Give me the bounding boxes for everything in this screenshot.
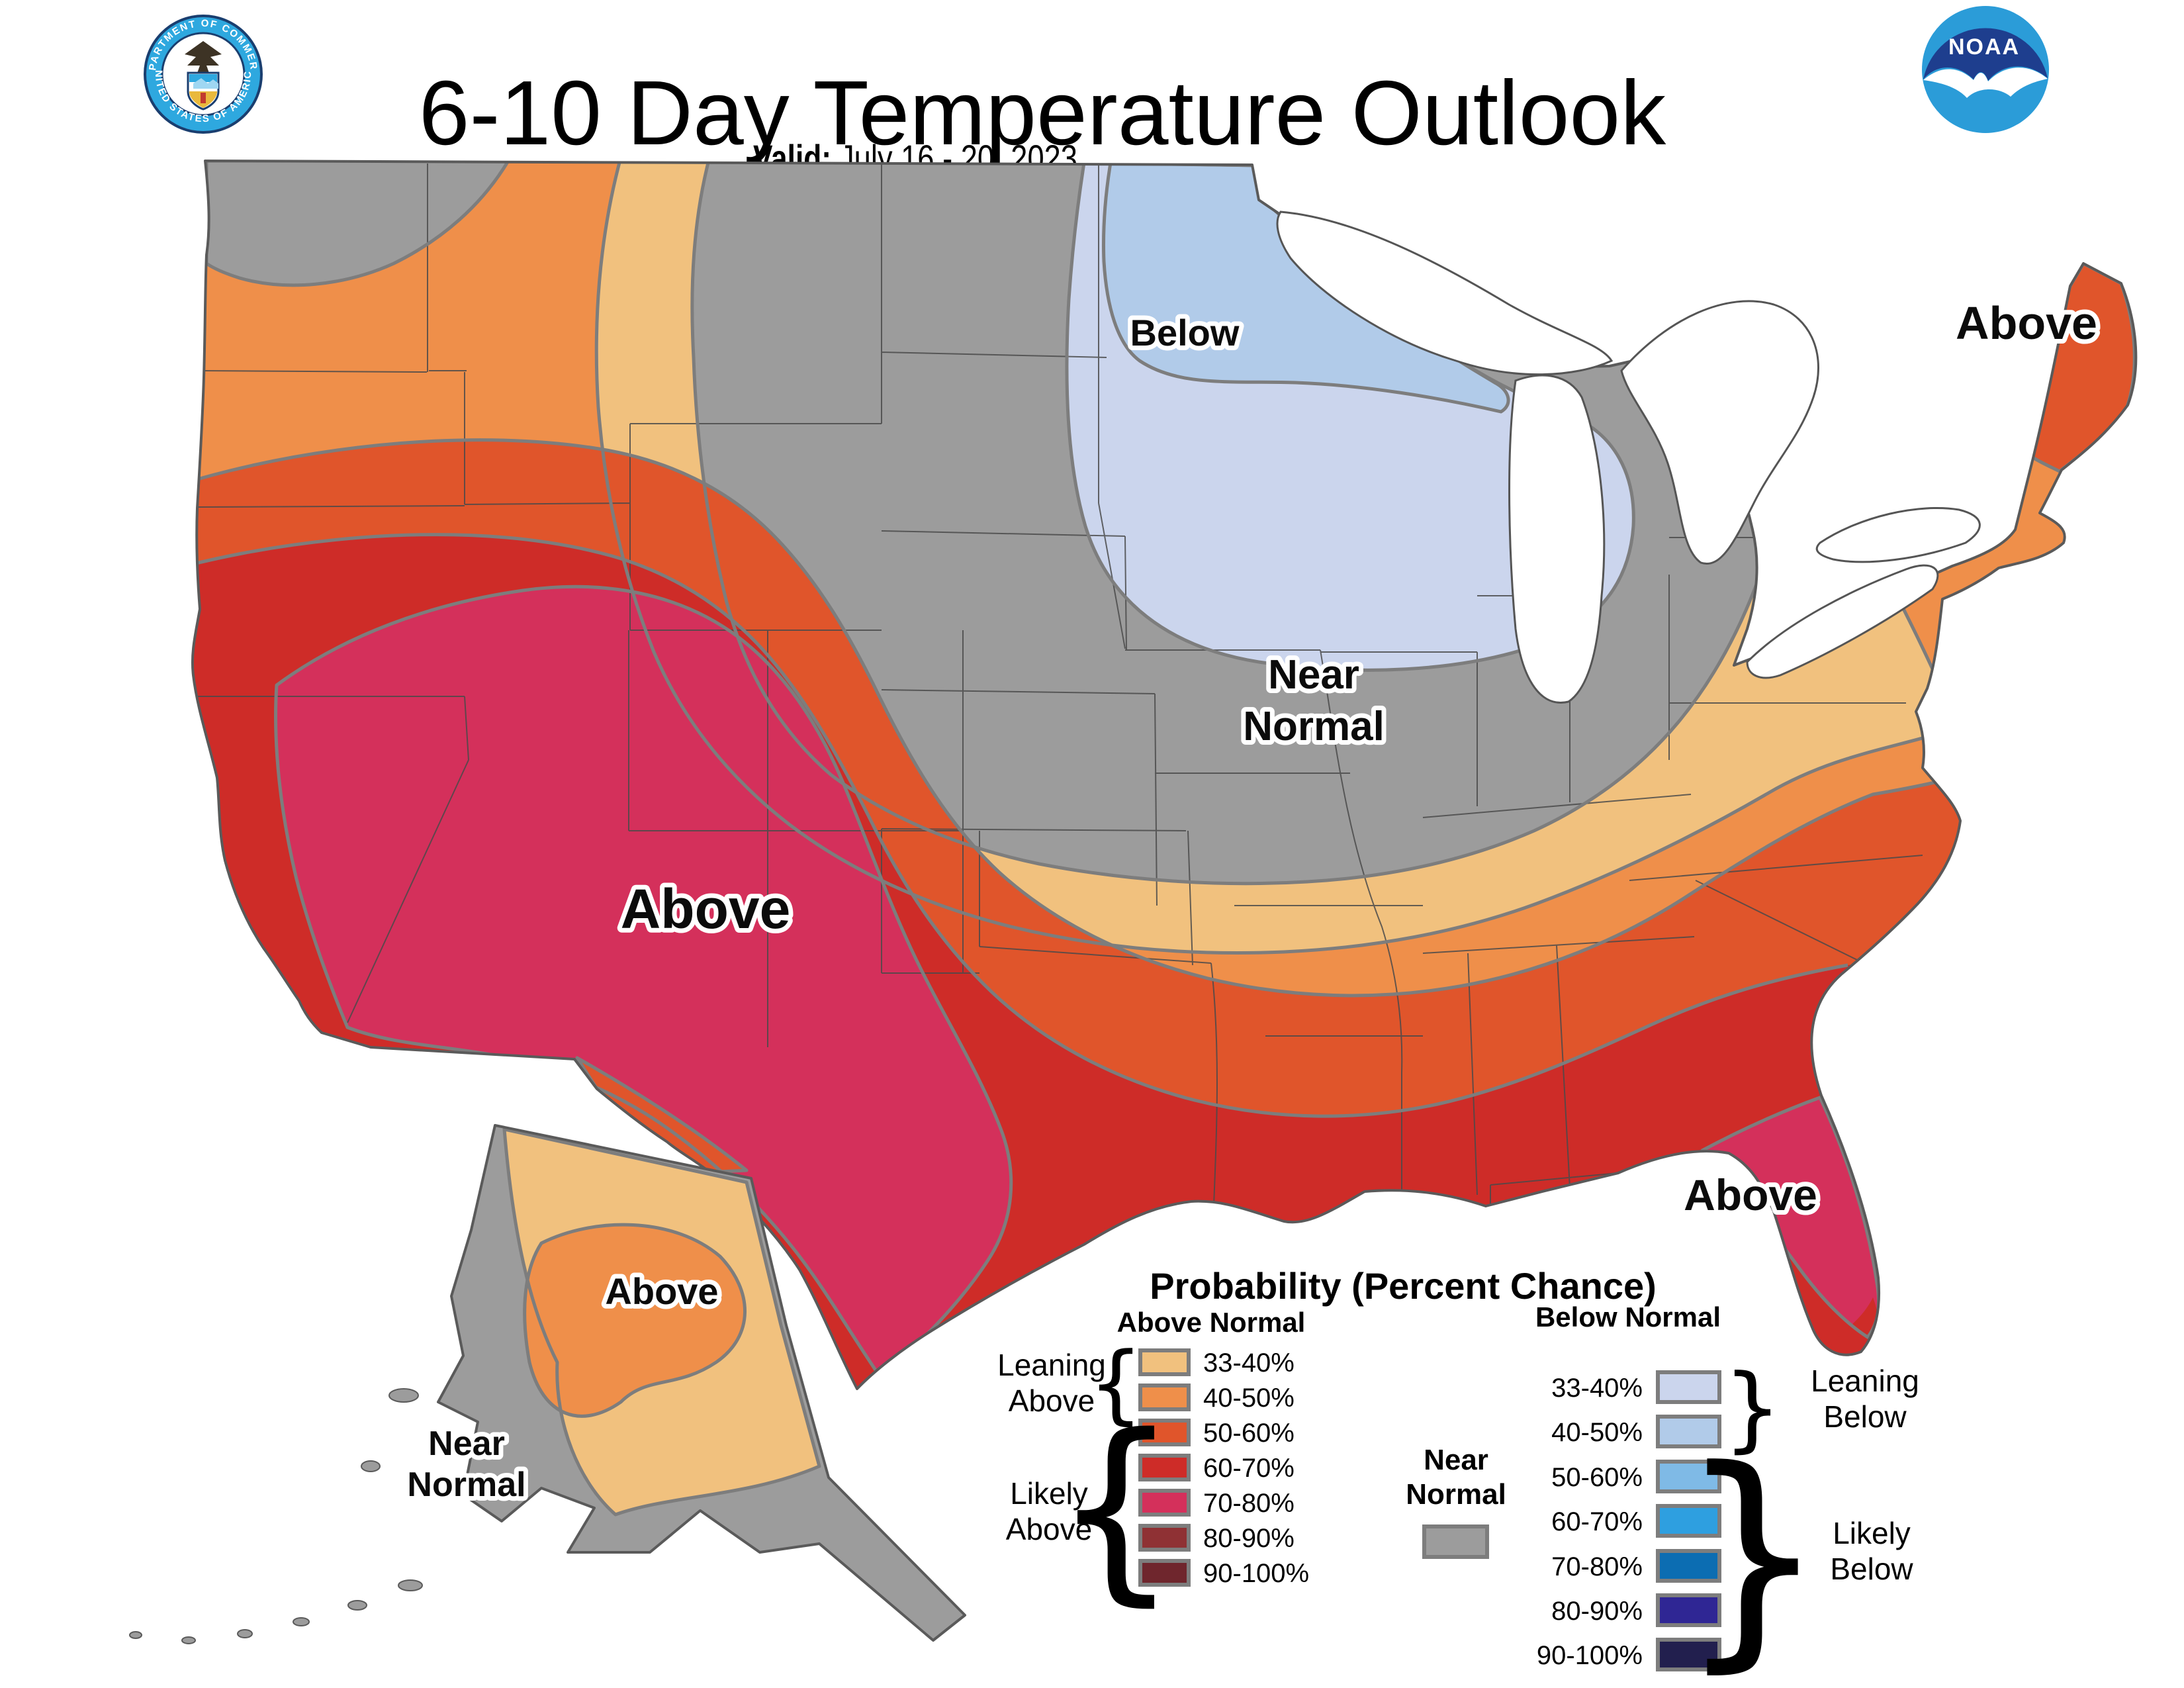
legend-title: Probability (Percent Chance)	[1150, 1265, 1657, 1307]
likely-above-brace-icon: {	[1053, 1393, 1179, 1624]
legend-above-swatch-1	[1138, 1383, 1191, 1411]
leaning-above-line2: Above	[1009, 1383, 1095, 1418]
lake-huron	[1620, 300, 1819, 565]
region-maine	[2032, 263, 2135, 471]
region-nw-gray-wedge	[206, 161, 508, 285]
seal-eagle-icon	[185, 41, 222, 77]
noaa-seagull-icon	[1923, 68, 2048, 98]
map-label-alaska-near-line1: Near	[428, 1425, 505, 1463]
map-label-alaska-near-line2: Normal	[407, 1466, 525, 1504]
lake-ontario	[1815, 506, 1981, 563]
alaska-outline	[437, 1124, 966, 1642]
page-title: 6-10 Day Temperature Outlook	[419, 62, 1666, 164]
legend-below-swatch-1	[1656, 1415, 1721, 1448]
legend-below-header: Below Normal	[1535, 1301, 1721, 1333]
legend-above-range-0: 33-40%	[1203, 1348, 1295, 1378]
map-label-near-line1: Near	[1268, 652, 1359, 698]
region-below-40-50	[1103, 163, 1509, 412]
leaning-below-line2: Below	[1823, 1399, 1907, 1434]
region-above-70-80-southwest	[275, 586, 1011, 1377]
legend-above-range-2: 50-60%	[1203, 1419, 1295, 1448]
lake-erie	[1746, 564, 1939, 679]
legend-above-swatch-6	[1138, 1559, 1191, 1587]
legend-above-header: Above Normal	[1117, 1307, 1306, 1338]
conus-outline	[191, 160, 2138, 1390]
map-label-above-maine: Above	[1956, 297, 2097, 349]
legend-above-swatch-4	[1138, 1489, 1191, 1517]
legend-below-range-1: 40-50%	[1551, 1418, 1643, 1447]
lake-michigan	[1508, 374, 1606, 704]
map-label-near-line2: Normal	[1243, 704, 1385, 749]
legend-below-swatch-5	[1656, 1593, 1721, 1627]
aleutian-islands	[129, 1388, 423, 1644]
legend-below-range-3: 60-70%	[1551, 1507, 1643, 1536]
likely-below-brace-icon: }	[1678, 1419, 1827, 1688]
legend-above-swatch-3	[1138, 1454, 1191, 1481]
legend-above-range-4: 70-80%	[1203, 1489, 1295, 1518]
contour-lines	[192, 161, 2136, 1379]
legend-above-range-6: 90-100%	[1203, 1559, 1309, 1588]
legend-group-labels: Leaning Above Likely Above Leaning Below…	[997, 1348, 1919, 1586]
map-label-below: Below	[1130, 312, 1240, 353]
legend-below-swatch-0	[1656, 1370, 1721, 1404]
legend: Probability (Percent Chance) Above Norma…	[997, 1265, 1919, 1688]
likely-above-line2: Above	[1006, 1512, 1092, 1546]
legend-above-swatch-2	[1138, 1419, 1191, 1446]
legend-below-range-4: 70-80%	[1551, 1552, 1643, 1581]
region-above-70-80-florida	[1702, 1098, 1879, 1337]
legend-above-range-3: 60-70%	[1203, 1454, 1295, 1483]
alaska-above-40-50	[524, 1225, 745, 1417]
leaning-above-brace-icon: {	[1089, 1333, 1144, 1434]
legend-below-swatch-6	[1656, 1638, 1721, 1671]
leaning-below-brace-icon: }	[1723, 1355, 1782, 1463]
map-label-above-southwest: Above	[621, 878, 791, 940]
state-borders	[195, 164, 2006, 1239]
legend-below-swatch-4	[1656, 1549, 1721, 1583]
noaa-logo-icon: NOAA	[1922, 6, 2049, 133]
legend-below-range-6: 90-100%	[1537, 1641, 1643, 1670]
legend-below-column: 33-40% 40-50% 50-60% 60-70% 70-80% 80-90…	[1537, 1370, 1721, 1671]
likely-above-line1: Likely	[1010, 1476, 1088, 1511]
legend-above-swatch-0	[1138, 1348, 1191, 1376]
lake-superior	[1276, 211, 1614, 376]
leaning-above-line1: Leaning	[997, 1348, 1106, 1382]
legend-below-range-5: 80-90%	[1551, 1597, 1643, 1626]
legend-near-normal-swatch	[1422, 1524, 1489, 1559]
likely-below-line1: Likely	[1833, 1516, 1911, 1550]
region-yuma-wedge	[577, 1058, 747, 1175]
legend-near-normal-line2: Normal	[1406, 1478, 1506, 1511]
leaning-below-line1: Leaning	[1811, 1364, 1919, 1398]
commerce-seal-icon: DEPARTMENT OF COMMERCE UNITED STATES OF …	[0, 0, 263, 134]
great-lakes	[1276, 211, 1981, 704]
legend-near-normal-line1: Near	[1424, 1444, 1488, 1476]
legend-below-swatch-3	[1656, 1504, 1721, 1538]
likely-below-line2: Below	[1830, 1552, 1913, 1586]
legend-above-range-1: 40-50%	[1203, 1383, 1295, 1413]
noaa-logo-text: NOAA	[1948, 34, 2020, 60]
legend-above-swatch-5	[1138, 1524, 1191, 1552]
map-label-above-florida: Above	[1684, 1170, 1817, 1219]
map-label-alaska-above: Above	[605, 1270, 718, 1312]
legend-below-range-2: 50-60%	[1551, 1463, 1643, 1492]
legend-below-range-0: 33-40%	[1551, 1374, 1643, 1403]
legend-below-swatch-2	[1656, 1460, 1721, 1493]
legend-above-column: 33-40% 40-50% 50-60% 60-70% 70-80% 80-90…	[1138, 1348, 1309, 1588]
legend-above-range-5: 80-90%	[1203, 1524, 1295, 1553]
